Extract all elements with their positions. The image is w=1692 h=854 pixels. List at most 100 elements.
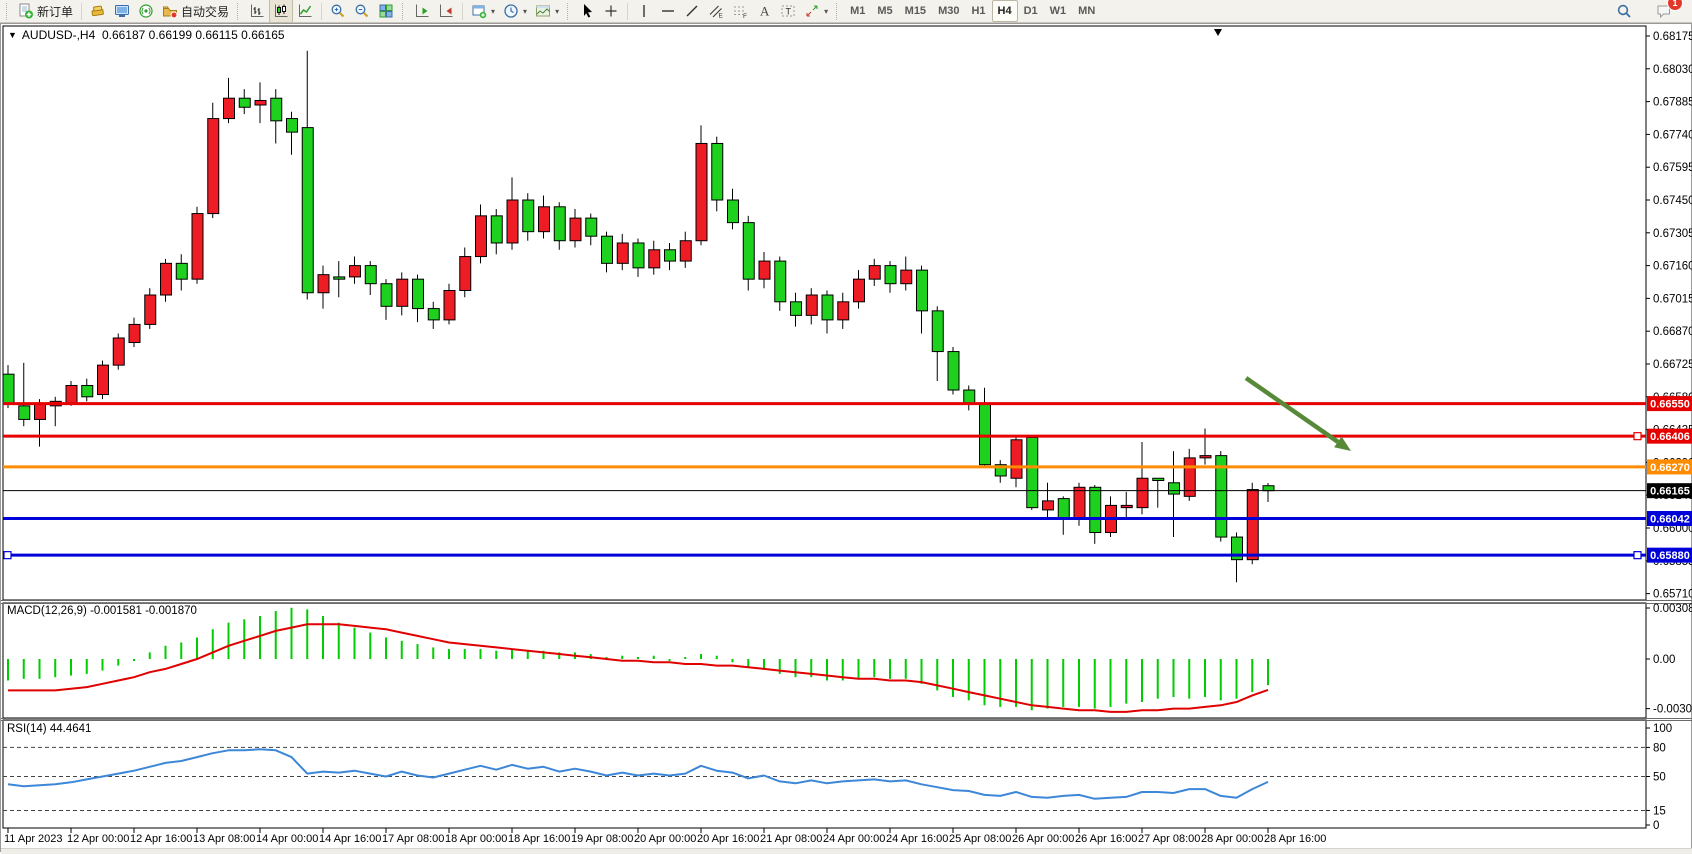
timeframe-h1-button[interactable]: H1 — [971, 5, 986, 17]
candle-body — [128, 323, 141, 344]
profiles-button[interactable]: ▾ — [531, 0, 563, 23]
chart-symbol-period: AUDUSD-,H4 — [21, 28, 96, 42]
periodicity-button[interactable]: ▾ — [499, 0, 531, 23]
timeframe-d1-button[interactable]: D1 — [1023, 5, 1038, 17]
vline-icon — [643, 5, 645, 17]
candle-body — [805, 294, 818, 316]
level-handle[interactable] — [1633, 432, 1642, 441]
channel-icon: E — [709, 5, 724, 19]
level-handle[interactable] — [1633, 551, 1642, 560]
svg-text:28 Apr 16:00: 28 Apr 16:00 — [1264, 833, 1326, 845]
candle-body — [1246, 489, 1259, 561]
signals-button[interactable] — [134, 0, 158, 23]
svg-text:T: T — [786, 7, 792, 17]
crosshair-button[interactable] — [599, 0, 623, 23]
candle-body — [790, 301, 802, 316]
chart-shift-button[interactable] — [434, 0, 458, 23]
dropdown-arrow-icon[interactable]: ▾ — [491, 6, 496, 16]
vertical-line-button[interactable] — [632, 0, 656, 23]
svg-text:24 Apr 00:00: 24 Apr 00:00 — [823, 833, 885, 845]
horizontal-line-button[interactable] — [656, 0, 680, 23]
line-chart-button[interactable] — [293, 0, 317, 23]
autotrade-button[interactable]: 自动交易 — [158, 0, 233, 23]
macd-signal-line — [8, 623, 1269, 713]
profile-icon — [536, 5, 551, 17]
chat-button[interactable]: 1 — [1652, 0, 1683, 23]
chartshift-icon — [440, 4, 453, 17]
equidistant-channel-button[interactable]: E — [704, 0, 728, 23]
bar-chart-button[interactable] — [245, 0, 269, 23]
svg-text:24 Apr 16:00: 24 Apr 16:00 — [886, 833, 948, 845]
fibonacci-button[interactable]: F — [728, 0, 752, 23]
data-window-button[interactable] — [110, 0, 134, 23]
candle-body — [1120, 504, 1133, 509]
new-order-button[interactable]: 新订单 — [14, 0, 77, 23]
arrows-button[interactable]: ▾ — [800, 0, 832, 23]
candle-body — [601, 235, 613, 264]
dropdown-arrow-icon[interactable]: ▾ — [824, 6, 829, 16]
candle-body — [1057, 498, 1070, 520]
toolbar: 新订单 自动交易 ▾ ▾ ▾ E F A T ▾ M1 M5 M15 M30 H1 H4 D1 W1 MN 1 — [0, 0, 1692, 23]
timeframe-m30-button[interactable]: M30 — [938, 5, 960, 17]
chart-marker-icon — [1214, 29, 1222, 36]
candle-body — [97, 364, 109, 396]
candle-body — [81, 384, 94, 398]
candle-body — [1042, 500, 1054, 511]
candle-body — [427, 308, 440, 321]
zoom-out-button[interactable] — [350, 0, 374, 23]
level-handle[interactable] — [3, 551, 12, 560]
candle-body — [144, 294, 157, 325]
chart-ohlc-values: 0.66187 0.66199 0.66115 0.66165 — [101, 28, 285, 42]
timeframe-mn-button[interactable]: MN — [1078, 5, 1096, 17]
candle-body — [664, 249, 676, 262]
market-watch-button[interactable] — [86, 0, 110, 23]
svg-text:26 Apr 16:00: 26 Apr 16:00 — [1075, 833, 1137, 845]
candle-body — [18, 405, 31, 420]
newchart-icon — [472, 5, 487, 19]
gold-icon — [91, 5, 104, 17]
annotation-arrow[interactable] — [1244, 376, 1340, 444]
candle-body — [1168, 482, 1180, 495]
new-chart-button[interactable]: ▾ — [467, 0, 499, 23]
candle-body — [711, 142, 724, 201]
timeframe-m5-button[interactable]: M5 — [877, 5, 893, 17]
macd-pane-border — [2, 602, 1647, 719]
auto-scroll-button[interactable] — [410, 0, 434, 23]
candle-body — [758, 260, 771, 280]
text-button[interactable]: A — [752, 0, 776, 23]
timeframe-h4-button[interactable]: H4 — [991, 0, 1018, 22]
tile-windows-button[interactable] — [374, 0, 398, 23]
svg-text:25 Apr 08:00: 25 Apr 08:00 — [949, 833, 1011, 845]
search-icon — [1617, 4, 1631, 18]
svg-text:0.66000: 0.66000 — [1653, 523, 1692, 535]
autoscroll-icon — [416, 4, 429, 17]
zoom-in-button[interactable] — [326, 0, 350, 23]
candle-body — [1010, 439, 1023, 479]
svg-text:20 Apr 16:00: 20 Apr 16:00 — [697, 833, 759, 845]
candle-body — [1262, 485, 1275, 492]
candle-body — [585, 217, 598, 237]
price-badge — [1647, 483, 1692, 499]
cursor-button[interactable] — [575, 0, 599, 23]
annotation-arrow-head[interactable] — [1334, 436, 1351, 451]
search-button[interactable] — [1612, 0, 1636, 23]
toolbar-separator — [462, 2, 464, 20]
zoomin-icon — [331, 4, 345, 18]
dropdown-arrow-icon[interactable]: ▾ — [555, 6, 560, 16]
textA-icon: A — [760, 4, 770, 19]
timeframe-m1-button[interactable]: M1 — [850, 5, 866, 17]
dropdown-arrow-icon[interactable]: ▾ — [523, 6, 528, 16]
timeframe-m15-button[interactable]: M15 — [904, 5, 927, 17]
svg-text:0.66725: 0.66725 — [1653, 359, 1692, 371]
candle-body — [175, 262, 188, 280]
svg-text:0.66550: 0.66550 — [1650, 399, 1690, 411]
text-label-button[interactable]: T — [776, 0, 800, 23]
candlestick-chart-button[interactable] — [269, 0, 294, 23]
svg-text:0.66165: 0.66165 — [1650, 486, 1690, 498]
signal-icon — [139, 4, 153, 18]
symbol-dropdown-icon[interactable]: ▼ — [8, 30, 17, 40]
trendline-button[interactable] — [680, 0, 704, 23]
timeframe-w1-button[interactable]: W1 — [1049, 5, 1067, 17]
svg-text:0.003086: 0.003086 — [1653, 603, 1692, 615]
